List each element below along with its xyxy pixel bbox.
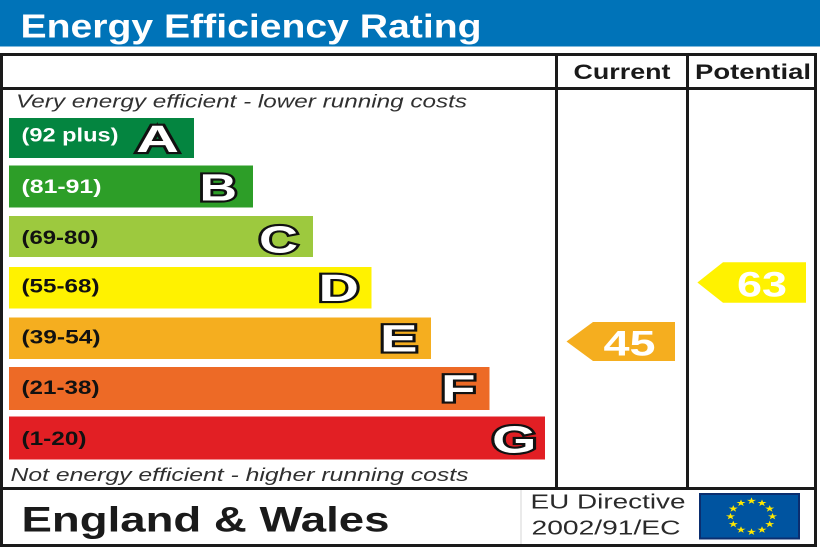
svg-text:(81-91): (81-91) <box>22 177 102 198</box>
svg-text:2002/91/EC: 2002/91/EC <box>532 518 681 540</box>
svg-text:F: F <box>441 368 476 410</box>
svg-text:(39-54): (39-54) <box>22 328 101 349</box>
svg-text:A: A <box>136 119 179 161</box>
svg-text:Current: Current <box>574 61 671 84</box>
svg-text:Energy Efficiency Rating: Energy Efficiency Rating <box>21 8 482 45</box>
svg-text:D: D <box>319 268 360 310</box>
svg-text:(69-80): (69-80) <box>22 228 99 249</box>
svg-text:(92 plus): (92 plus) <box>22 126 119 147</box>
svg-text:45: 45 <box>604 325 656 364</box>
svg-text:E: E <box>380 319 418 361</box>
svg-text:Potential: Potential <box>695 61 811 84</box>
svg-text:(1-20): (1-20) <box>22 429 87 450</box>
svg-text:C: C <box>259 220 298 262</box>
svg-text:Very energy efficient - lower: Very energy efficient - lower running co… <box>16 92 467 112</box>
svg-text:England & Wales: England & Wales <box>22 501 390 540</box>
svg-text:EU Directive: EU Directive <box>531 492 686 514</box>
svg-text:G: G <box>492 420 537 462</box>
svg-text:B: B <box>200 167 238 209</box>
svg-text:Not energy efficient - higher: Not energy efficient - higher running co… <box>11 465 469 485</box>
svg-text:63: 63 <box>737 266 787 305</box>
svg-text:(55-68): (55-68) <box>22 277 100 298</box>
svg-text:(21-38): (21-38) <box>22 378 100 399</box>
